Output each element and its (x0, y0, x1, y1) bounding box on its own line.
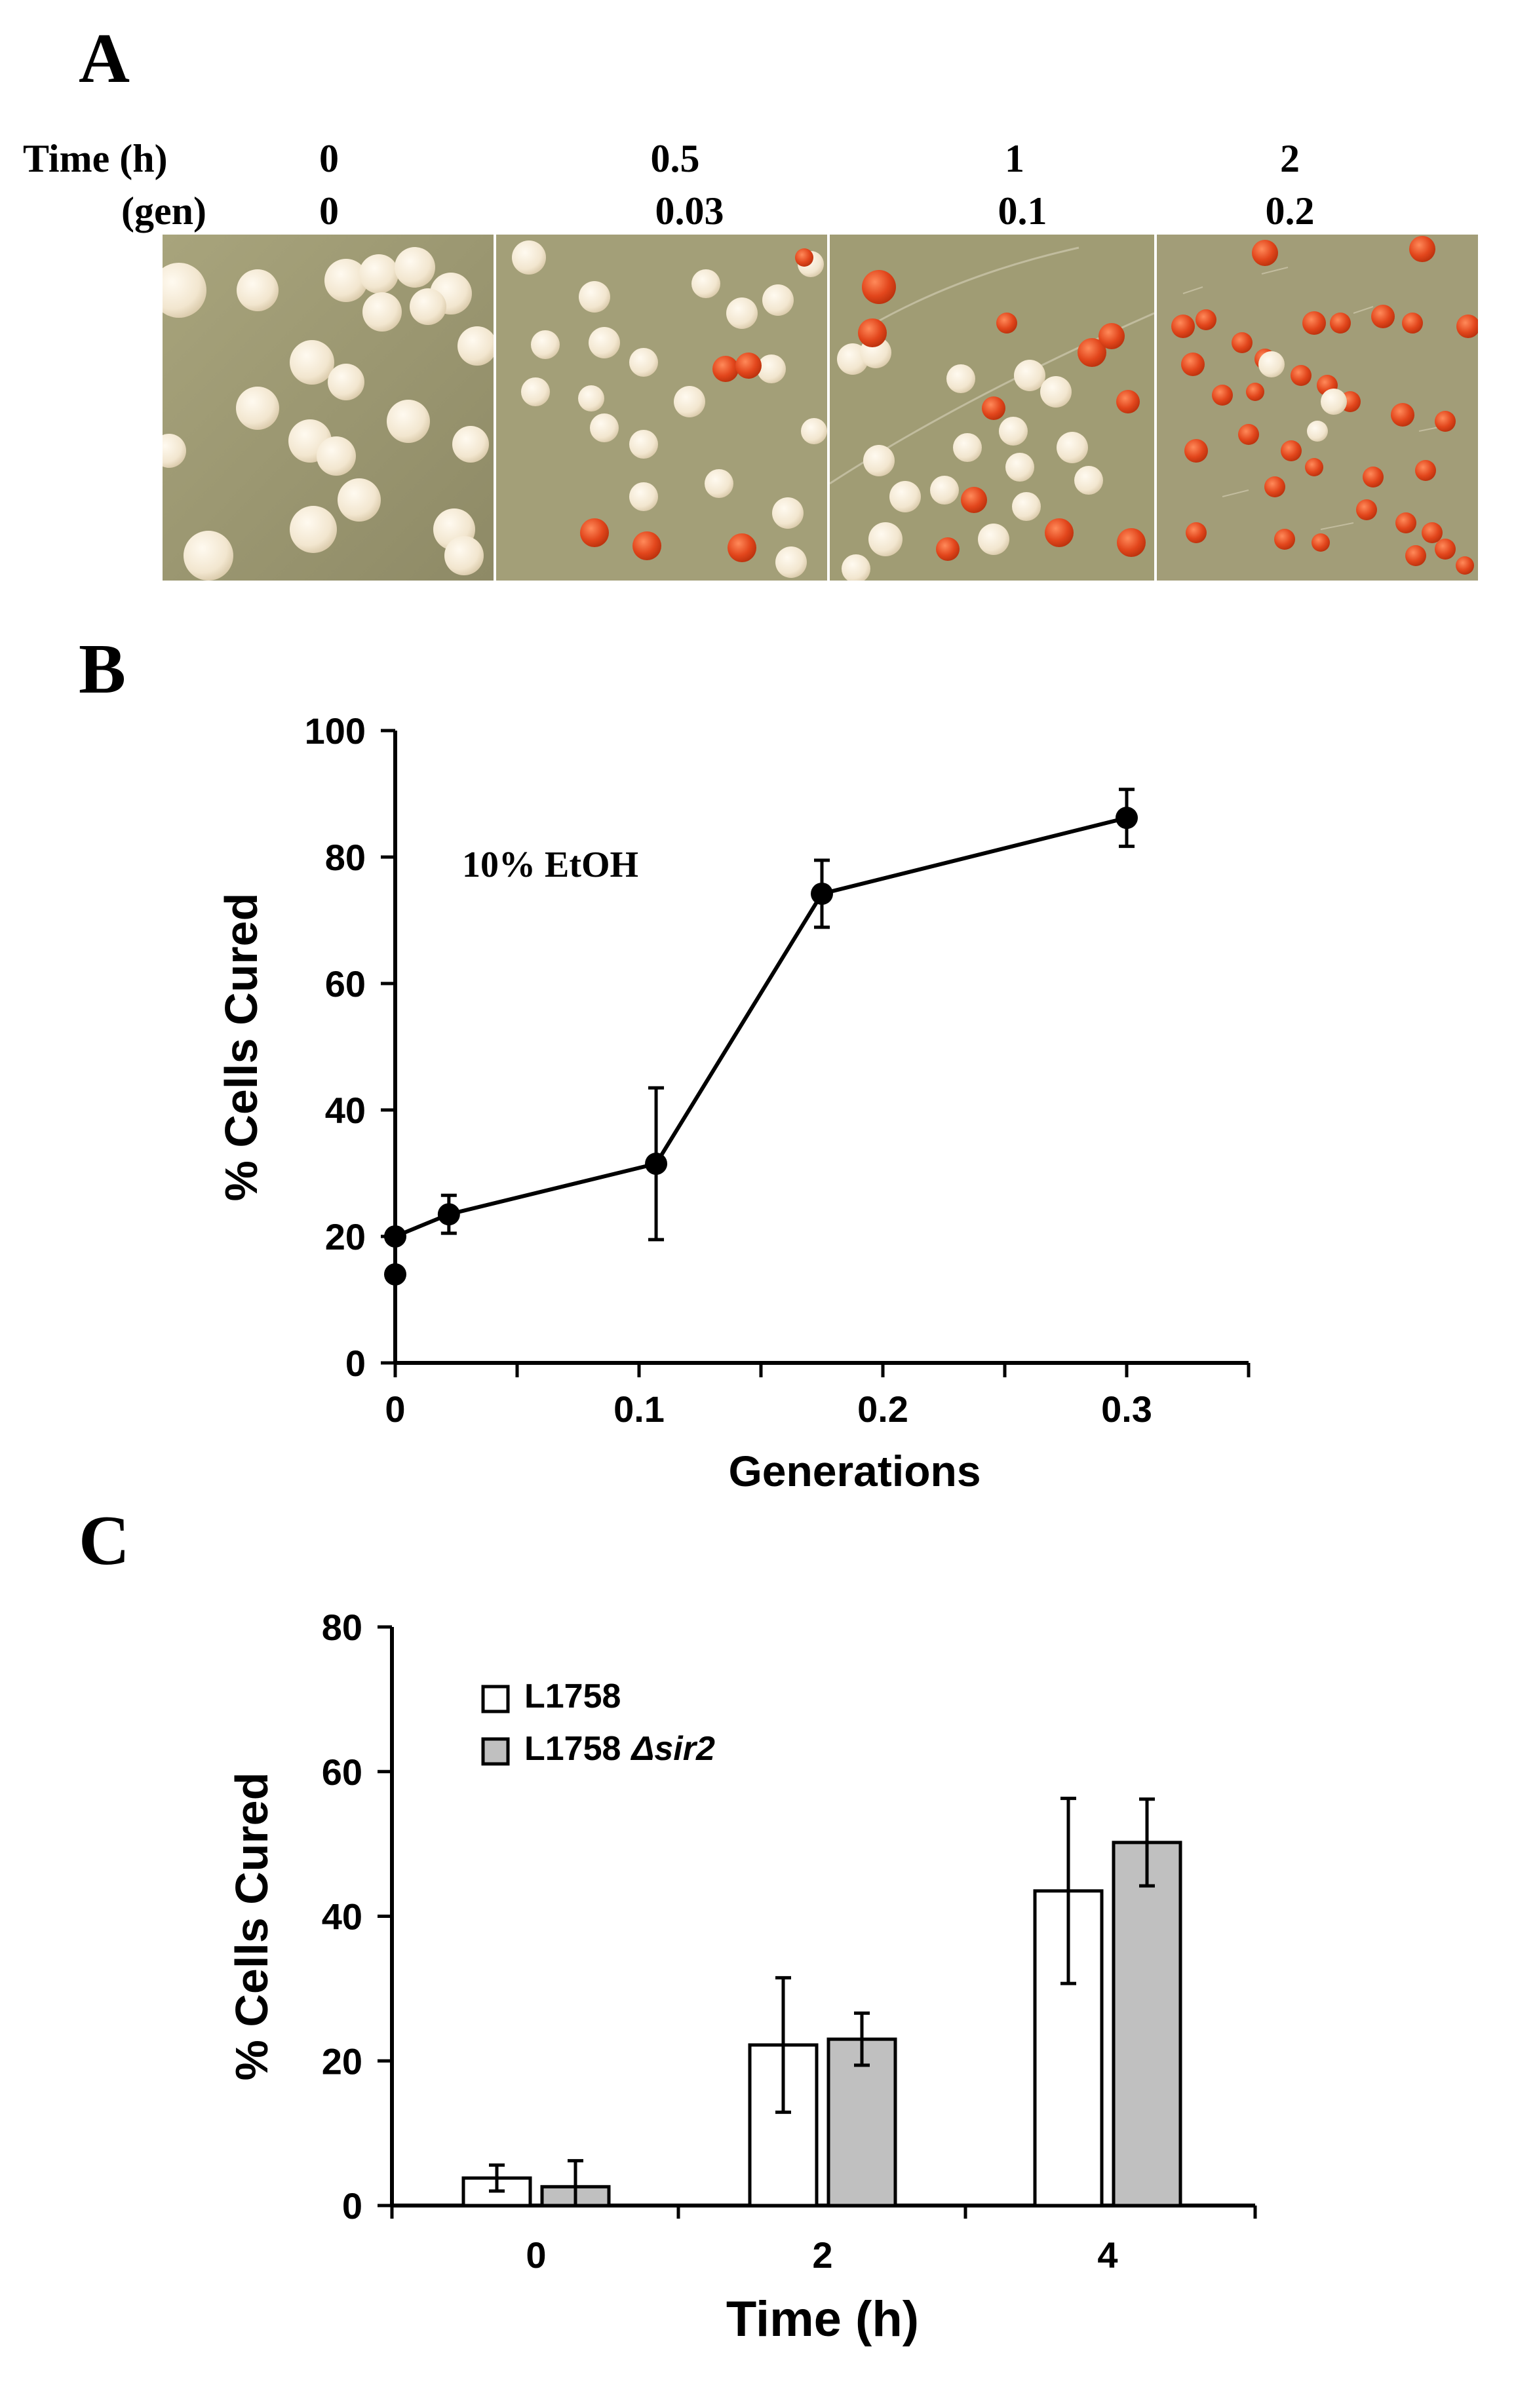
x-tick-label: 0 (385, 1388, 405, 1430)
bar (540, 2185, 611, 2207)
plate-photo-2h (1157, 235, 1478, 581)
y-tick-label: 40 (322, 1896, 362, 1938)
col-gen-label: 0.03 (655, 189, 724, 233)
x-tick-label: 0.1 (613, 1388, 665, 1430)
x-tick-label: 2 (812, 2234, 832, 2276)
plate-photo-1h (830, 235, 1154, 581)
bar (461, 2176, 532, 2207)
panel-b-letter: B (79, 630, 126, 708)
y-tick-label: 0 (342, 2185, 362, 2226)
y-tick-label: 20 (322, 2040, 362, 2082)
y-axis-title: % Cells Cured (226, 1772, 277, 2081)
data-point (811, 882, 833, 905)
x-tick-label: 0.2 (857, 1388, 908, 1430)
series-line (394, 816, 1127, 1238)
col-time-label: 0.5 (650, 137, 700, 180)
y-axis-title: % Cells Cured (216, 893, 267, 1202)
y-tick-label: 100 (305, 710, 366, 752)
y-tick-label: 0 (345, 1343, 366, 1384)
annotation-label: 10% EtOH (462, 845, 638, 885)
col-time-label: 2 (1280, 137, 1300, 180)
col-time-label: 1 (1005, 137, 1024, 180)
plate-photo-0.5h (496, 235, 827, 581)
y-tick-label: 60 (325, 963, 366, 1004)
data-point (645, 1153, 668, 1175)
bar (826, 2037, 897, 2207)
y-tick-label: 40 (325, 1090, 366, 1131)
bar (1112, 1841, 1182, 2207)
legend-label: L1758 Δsir2 (524, 1730, 715, 1768)
y-tick-label: 80 (322, 1607, 362, 1648)
col-time-label: 0 (319, 137, 339, 180)
y-tick-label: 60 (322, 1751, 362, 1793)
time-row-label: Time (h) (23, 137, 168, 180)
y-tick-label: 80 (325, 837, 366, 878)
panel-c-letter: C (79, 1502, 130, 1580)
legend-swatch (481, 1737, 510, 1766)
col-gen-label: 0.2 (1265, 189, 1315, 233)
x-axis-title: Time (h) (726, 2291, 919, 2347)
data-point (384, 1263, 406, 1286)
gen-row-label: (gen) (121, 189, 206, 233)
x-tick-label: 4 (1097, 2234, 1118, 2276)
data-point (437, 1203, 460, 1226)
x-tick-label: 0.3 (1101, 1388, 1152, 1430)
plate-photo-0h (163, 235, 494, 581)
data-point (384, 1225, 406, 1248)
x-tick-label: 0 (526, 2234, 546, 2276)
x-axis-title: Generations (728, 1447, 981, 1495)
bar (1033, 1889, 1104, 2207)
col-gen-label: 0.1 (998, 189, 1047, 233)
y-tick-label: 20 (325, 1216, 366, 1257)
panel-a-letter: A (79, 20, 130, 98)
data-point (1116, 807, 1138, 830)
bar (748, 2043, 819, 2207)
col-gen-label: 0 (319, 189, 339, 233)
legend-swatch (481, 1685, 510, 1713)
legend-label: L1758 (524, 1677, 621, 1715)
